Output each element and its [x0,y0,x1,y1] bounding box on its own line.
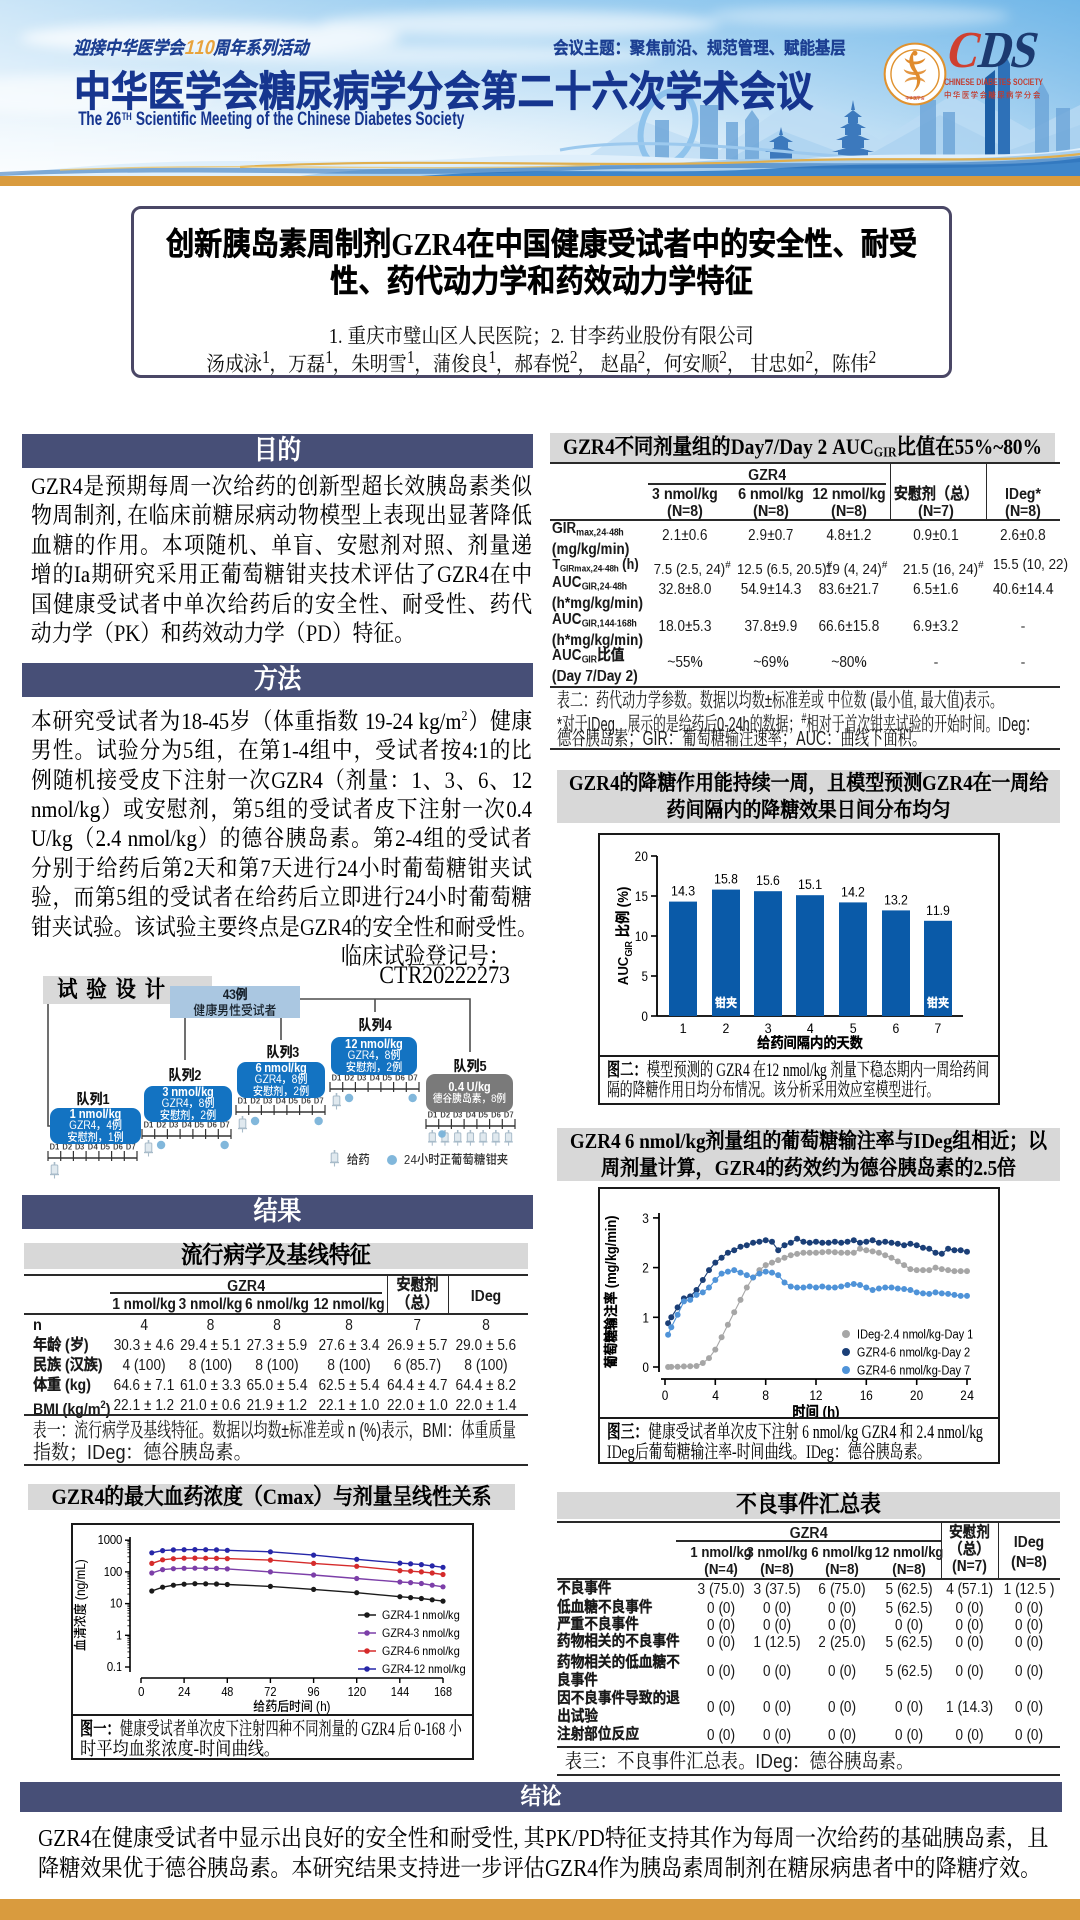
svg-text:D5: D5 [288,1096,298,1106]
svg-text:100: 100 [104,1565,122,1579]
svg-text:2: 2 [642,1261,649,1276]
svg-text:14.2: 14.2 [841,883,865,899]
svg-text:4: 4 [807,1020,814,1036]
svg-text:168: 168 [434,1685,452,1699]
svg-text:给药: 给药 [347,1152,370,1167]
svg-text:葡萄糖输注率 (mg/kg/min): 葡萄糖输注率 (mg/kg/min) [603,1216,620,1369]
svg-text:D1: D1 [144,1120,154,1130]
svg-text:D3: D3 [263,1096,273,1106]
svg-text:3: 3 [765,1020,772,1036]
svg-text:72: 72 [264,1685,277,1699]
svg-text:16: 16 [860,1388,873,1403]
svg-text:GZR4-6 nmol/kg: GZR4-6 nmol/kg [382,1644,460,1658]
svg-text:D4: D4 [466,1110,476,1120]
svg-text:D2: D2 [250,1096,260,1106]
svg-text:D3: D3 [169,1120,179,1130]
svg-text:11.9: 11.9 [926,902,950,918]
svg-text:D6: D6 [395,1073,405,1083]
svg-text:给药后时间 (h): 给药后时间 (h) [253,1699,330,1714]
svg-text:D5: D5 [382,1073,392,1083]
svg-text:15.1: 15.1 [798,876,822,892]
svg-text:24: 24 [960,1388,975,1403]
svg-text:D1: D1 [332,1073,342,1083]
svg-text:1: 1 [116,1628,122,1642]
svg-text:6: 6 [893,1020,900,1036]
svg-text:8: 8 [762,1388,769,1403]
svg-text:20: 20 [910,1388,924,1403]
svg-text:D1: D1 [238,1096,248,1106]
svg-text:0: 0 [662,1388,669,1403]
svg-text:中华医学会: 中华医学会 [905,94,924,100]
svg-text:10: 10 [635,929,649,944]
svg-text:10: 10 [110,1597,122,1611]
svg-text:D7: D7 [220,1120,230,1130]
svg-text:GZR4-6 nmol/kg-Day 7: GZR4-6 nmol/kg-Day 7 [857,1364,970,1378]
svg-text:15.8: 15.8 [714,871,738,887]
svg-text:IDeg-2.4 nmol/kg-Day 1: IDeg-2.4 nmol/kg-Day 1 [857,1328,973,1342]
svg-text:时间 (h): 时间 (h) [793,1403,840,1417]
svg-text:GZR4-6 nmol/kg-Day 2: GZR4-6 nmol/kg-Day 2 [857,1346,971,1360]
svg-text:48: 48 [221,1685,233,1699]
svg-text:D3: D3 [453,1110,463,1120]
svg-text:15: 15 [635,889,648,904]
svg-text:1: 1 [680,1020,687,1036]
svg-text:D7: D7 [504,1110,514,1120]
svg-text:D2: D2 [440,1110,450,1120]
svg-text:D7: D7 [314,1096,324,1106]
svg-text:D4: D4 [88,1142,98,1152]
svg-text:D4: D4 [276,1096,286,1106]
svg-text:5: 5 [641,969,648,984]
svg-text:14.3: 14.3 [671,883,695,899]
svg-text:GZR4-12 nmol/kg: GZR4-12 nmol/kg [382,1662,465,1676]
svg-text:血清浓度 (ng/mL): 血清浓度 (ng/mL) [73,1559,88,1651]
svg-text:D6: D6 [491,1110,501,1120]
svg-text:AUCGIR 比例 (%): AUCGIR 比例 (%) [614,887,635,986]
svg-text:24小时正葡萄糖钳夹: 24小时正葡萄糖钳夹 [404,1152,509,1167]
svg-text:D6: D6 [301,1096,311,1106]
svg-text:D5: D5 [194,1120,204,1130]
svg-text:钳夹: 钳夹 [926,995,950,1010]
svg-text:15.6: 15.6 [756,872,780,888]
svg-text:给药间隔内的天数: 给药间隔内的天数 [757,1034,863,1052]
svg-text:D5: D5 [478,1110,488,1120]
svg-text:D2: D2 [156,1120,166,1130]
svg-text:D6: D6 [113,1142,123,1152]
svg-text:D3: D3 [357,1073,367,1083]
svg-text:D7: D7 [408,1073,418,1083]
svg-text:12: 12 [809,1388,823,1403]
svg-text:2: 2 [723,1020,730,1036]
svg-text:13.2: 13.2 [884,891,908,907]
svg-text:GZR4-3 nmol/kg: GZR4-3 nmol/kg [382,1626,460,1640]
svg-text:96: 96 [307,1685,319,1699]
svg-text:D3: D3 [75,1142,85,1152]
svg-text:144: 144 [391,1685,409,1699]
svg-text:GZR4-1 nmol/kg: GZR4-1 nmol/kg [382,1608,460,1622]
svg-text:D1: D1 [50,1142,60,1152]
svg-text:1: 1 [642,1310,649,1325]
svg-text:120: 120 [348,1685,366,1699]
svg-text:0.1: 0.1 [107,1660,122,1674]
svg-text:5: 5 [850,1020,857,1036]
svg-text:7: 7 [935,1020,942,1036]
svg-text:钳夹: 钳夹 [714,995,738,1010]
svg-text:0: 0 [642,1360,649,1375]
svg-text:D2: D2 [62,1142,72,1152]
svg-text:D4: D4 [182,1120,192,1130]
svg-text:1000: 1000 [98,1533,122,1547]
svg-text:24: 24 [178,1685,190,1699]
svg-text:D2: D2 [344,1073,354,1083]
svg-text:D5: D5 [100,1142,110,1152]
svg-text:0: 0 [138,1685,144,1699]
svg-text:D7: D7 [126,1142,136,1152]
svg-text:3: 3 [642,1211,649,1226]
svg-text:4: 4 [712,1388,720,1403]
svg-text:D6: D6 [207,1120,217,1130]
svg-text:D4: D4 [370,1073,380,1083]
svg-text:20: 20 [635,849,649,864]
svg-text:D1: D1 [428,1110,438,1120]
svg-text:0: 0 [641,1009,648,1024]
